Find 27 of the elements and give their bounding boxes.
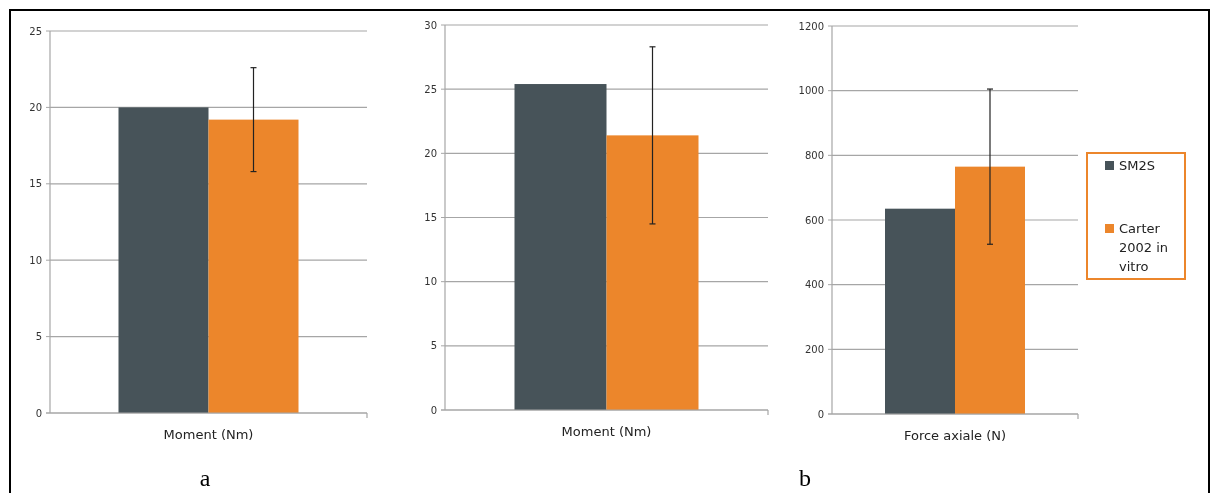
legend-label: SM2S (1119, 158, 1155, 173)
y-tick-label: 1200 (798, 20, 824, 32)
y-tick-label: 5 (430, 340, 437, 352)
x-tick-label: Moment (Nm) (163, 427, 254, 442)
x-tick-label: Force axiale (N) (903, 428, 1007, 443)
y-tick-label: 25 (29, 25, 42, 37)
text: a (199, 465, 211, 491)
y-tick-label: 0 (430, 404, 437, 416)
y-tick-label: 600 (804, 214, 824, 226)
y-tick-label: 1000 (798, 85, 824, 97)
y-tick-label: 400 (804, 279, 824, 291)
y-tick-label: 10 (29, 254, 42, 266)
legend-label: Carter 2002 in vitro (1119, 221, 1169, 274)
y-tick-label: 25 (424, 83, 437, 95)
text: b (799, 465, 811, 491)
x-tick-label: Moment (Nm) (561, 424, 652, 439)
y-tick-label: 20 (424, 147, 437, 159)
y-tick-label: 200 (804, 343, 824, 355)
y-tick-label: 30 (424, 19, 437, 31)
y-tick-label: 15 (29, 178, 42, 190)
y-tick-label: 0 (817, 408, 824, 420)
y-tick-label: 10 (424, 276, 437, 288)
y-tick-label: 20 (29, 101, 42, 113)
y-tick-label: 15 (424, 212, 437, 223)
y-tick-label: 5 (35, 331, 42, 343)
y-tick-label: 0 (35, 407, 42, 419)
y-tick-label: 800 (804, 149, 824, 161)
